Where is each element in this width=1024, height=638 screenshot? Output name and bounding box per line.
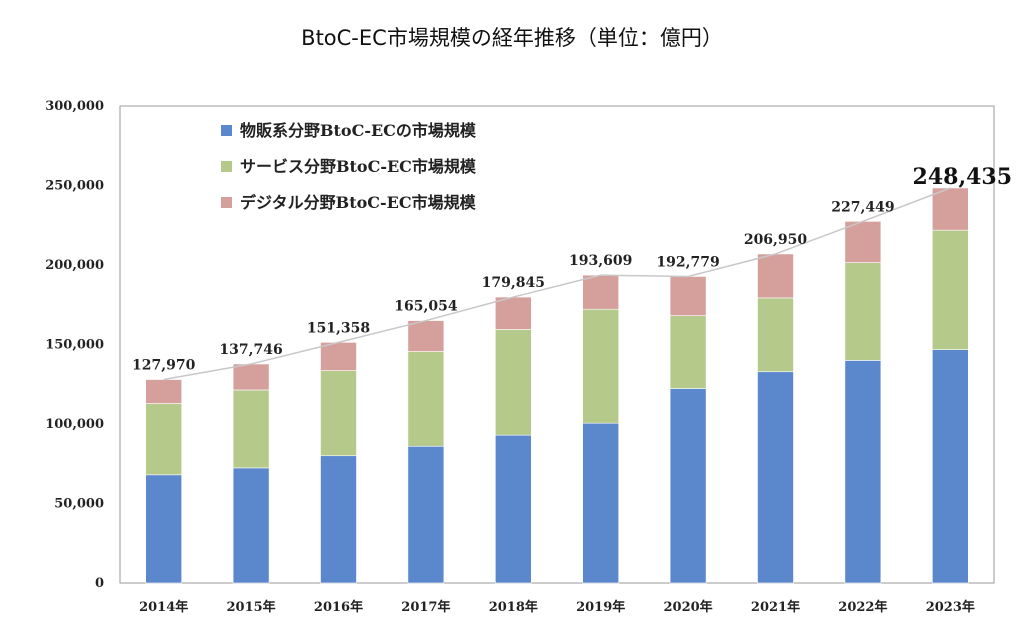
bar-segment-1-2016年 <box>320 455 357 584</box>
bar-segment-3-2019年 <box>582 274 620 310</box>
x-tick-label: 2018年 <box>489 599 538 615</box>
total-label: 165,054 <box>394 299 458 315</box>
x-tick-label: 2021年 <box>751 599 800 615</box>
legend-swatch-2 <box>221 161 232 172</box>
bar-segment-1-2015年 <box>232 467 270 584</box>
bar-segment-1-2021年 <box>757 371 794 584</box>
bar-segment-1-2022年 <box>844 360 882 584</box>
legend-label-2: サービス分野BtoC-EC市場規模 <box>240 157 477 176</box>
total-label: 179,845 <box>482 275 545 291</box>
total-label: 248,435 <box>913 164 1013 190</box>
total-line <box>163 187 951 381</box>
x-tick-label: 2014年 <box>139 599 188 615</box>
total-label: 151,358 <box>307 320 370 336</box>
bar-segment-2-2018年 <box>494 329 532 436</box>
bar-segment-2-2021年 <box>757 297 794 373</box>
legend-label-1: 物販系分野BtoC-ECの市場規模 <box>240 121 477 140</box>
total-label: 206,950 <box>744 232 808 248</box>
legend-label-3: デジタル分野BtoC-EC市場規模 <box>240 193 477 212</box>
y-tick-label: 50,000 <box>54 497 104 512</box>
x-tick-label: 2023年 <box>926 599 975 615</box>
bar-segment-2-2020年 <box>669 315 707 389</box>
bar-segment-2-2017年 <box>407 351 445 447</box>
bar-segment-3-2023年 <box>931 187 969 231</box>
total-label: 127,970 <box>132 358 196 374</box>
chart-title: BtoC-EC市場規模の経年推移（単位：億円） <box>301 26 723 50</box>
legend: 物販系分野BtoC-ECの市場規模サービス分野BtoC-EC市場規模デジタル分野… <box>221 121 477 212</box>
bar-segment-2-2014年 <box>145 403 182 476</box>
y-axis: 0 50,000 100,000 150,000 200,000 250,000 300,0… <box>45 99 104 591</box>
bar-segment-3-2015年 <box>232 363 270 391</box>
bars <box>145 187 969 584</box>
total-trend-line <box>163 187 951 381</box>
bar-segment-2-2015年 <box>232 389 270 469</box>
y-tick-label: 300,000 <box>45 99 104 114</box>
x-tick-label: 2016年 <box>314 599 363 615</box>
bar-segment-3-2017年 <box>407 320 445 352</box>
x-tick-label: 2022年 <box>838 599 887 615</box>
y-tick-label: 0 <box>95 576 104 591</box>
total-labels: 127,970 137,746 151,358 165,054 179,845 193,6… <box>132 164 1012 374</box>
y-tick-label: 200,000 <box>45 258 104 273</box>
y-tick-label: 250,000 <box>45 179 104 194</box>
bar-segment-1-2023年 <box>931 349 969 584</box>
bar-segment-1-2020年 <box>669 388 707 584</box>
bar-segment-3-2020年 <box>669 276 707 316</box>
bar-segment-2-2019年 <box>582 308 620 424</box>
bar-segment-2-2023年 <box>931 229 969 350</box>
total-label: 137,746 <box>219 342 282 358</box>
bar-segment-1-2018年 <box>494 434 532 584</box>
bar-segment-3-2021年 <box>757 253 794 299</box>
x-tick-label: 2019年 <box>576 599 625 615</box>
total-label: 227,449 <box>831 199 894 215</box>
bar-segment-3-2018年 <box>494 296 532 330</box>
x-tick-label: 2020年 <box>664 599 713 615</box>
total-label: 192,779 <box>656 254 719 270</box>
legend-swatch-1 <box>221 125 232 136</box>
x-tick-label: 2015年 <box>227 599 276 615</box>
bar-segment-2-2022年 <box>844 262 882 361</box>
bar-segment-1-2019年 <box>582 422 620 584</box>
bar-segment-1-2017年 <box>407 445 445 584</box>
bar-segment-3-2016年 <box>320 342 357 371</box>
bar-segment-3-2022年 <box>844 221 882 263</box>
bar-segment-3-2014年 <box>145 379 182 404</box>
y-tick-label: 100,000 <box>45 417 104 432</box>
legend-swatch-3 <box>221 197 232 208</box>
bar-segment-1-2014年 <box>145 474 182 584</box>
x-axis: 2014年 2015年 2016年 2017年 2018年 2019年 2020年 2021年… <box>139 599 975 615</box>
total-label: 193,609 <box>569 253 632 269</box>
x-tick-label: 2017年 <box>401 599 450 615</box>
y-tick-label: 150,000 <box>45 338 104 353</box>
bar-segment-2-2016年 <box>320 370 357 457</box>
